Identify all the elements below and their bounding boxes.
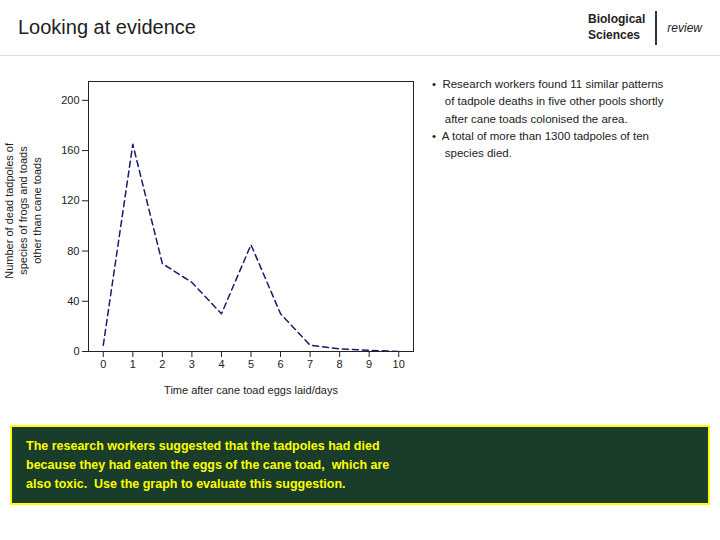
svg-text:0: 0 — [73, 345, 79, 357]
html-text:• Research workers found 11 si: • Research workers found 11 similar patt… — [432, 78, 664, 159]
svg-text:2: 2 — [159, 358, 165, 370]
svg-text:5: 5 — [248, 358, 254, 370]
svg-text:10: 10 — [393, 358, 405, 370]
svg-text:Time after cane toad eggs laid: Time after cane toad eggs laid/days — [164, 384, 338, 396]
svg-text:1: 1 — [130, 358, 136, 370]
svg-text:8: 8 — [337, 358, 343, 370]
html-text:Biological: Biological — [588, 11, 646, 26]
html-text:Number of dead tadpoles of spe: Number of dead tadpoles of species of fr… — [3, 143, 43, 279]
svg-text:40: 40 — [67, 295, 79, 307]
svg-text:4: 4 — [218, 358, 224, 370]
svg-text:3: 3 — [189, 358, 195, 370]
svg-text:0: 0 — [100, 358, 106, 370]
svg-text:160: 160 — [61, 144, 79, 156]
svg-text:6: 6 — [277, 358, 283, 370]
svg-text:7: 7 — [307, 358, 313, 370]
svg-text:120: 120 — [61, 194, 79, 206]
svg-text:80: 80 — [67, 245, 79, 257]
html-text:The research workers suggested: The research workers suggested that the … — [26, 439, 390, 491]
svg-text:200: 200 — [61, 94, 79, 106]
html-text:Sciences: Sciences — [588, 27, 640, 42]
html-text:Looking at evidence: Looking at evidence — [18, 16, 196, 38]
svg-text:9: 9 — [366, 358, 372, 370]
html-text:review: review — [667, 20, 702, 35]
